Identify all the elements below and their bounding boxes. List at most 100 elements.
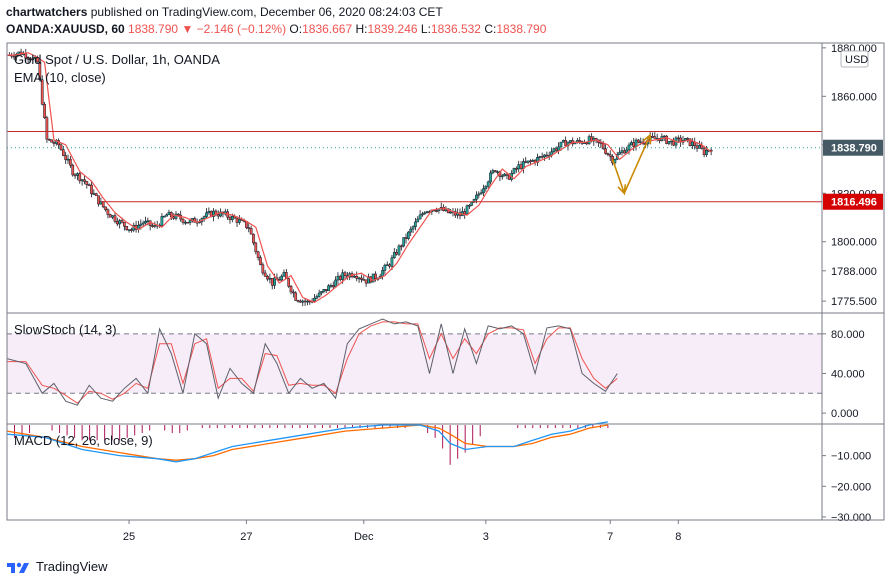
price-tick-label: 1860.000	[831, 91, 877, 103]
candle-body	[531, 160, 535, 162]
candle-body	[228, 216, 232, 220]
candle-body	[130, 229, 133, 231]
candle-body	[78, 173, 82, 182]
candle-body	[146, 220, 150, 222]
candle-body	[172, 216, 176, 219]
candle-body	[421, 213, 424, 216]
open-label: O:	[289, 22, 303, 36]
candle-body	[296, 300, 300, 302]
candle-body	[66, 158, 70, 161]
candle-body	[538, 156, 542, 158]
candle-body	[341, 272, 344, 280]
candle-body	[280, 275, 283, 281]
candle-body	[61, 149, 65, 156]
stoch-d-line	[7, 321, 618, 404]
candle-body	[94, 193, 98, 196]
candle-body	[486, 181, 490, 187]
candle-body	[202, 216, 206, 219]
close-label: C:	[484, 22, 497, 36]
candle-body	[512, 168, 516, 174]
candle-body	[320, 291, 323, 294]
candle-body	[702, 148, 706, 155]
macd-tick-label: −20.000	[831, 481, 871, 493]
candle-body	[230, 215, 234, 220]
candle-body	[353, 275, 356, 278]
candle-body	[669, 140, 673, 143]
candle-body	[69, 158, 72, 166]
candle-body	[517, 164, 521, 170]
candle-body	[606, 153, 610, 155]
candle-body	[489, 172, 492, 183]
candle-body	[188, 220, 192, 223]
candle-body	[153, 225, 157, 227]
candle-body	[118, 220, 122, 225]
candle-body	[205, 212, 208, 217]
candle-body	[407, 231, 410, 239]
candle-body	[686, 138, 690, 140]
macd-tick-label: −30.000	[831, 512, 871, 524]
candle-body	[604, 148, 607, 154]
candle-body	[385, 264, 389, 266]
candle-body	[303, 300, 307, 303]
candle-body	[705, 150, 708, 155]
candle-body	[585, 142, 589, 145]
candle-body	[331, 285, 335, 288]
candle-body	[667, 141, 671, 144]
candle-body	[80, 179, 84, 182]
candle-body	[252, 233, 255, 244]
candle-body	[449, 211, 452, 214]
ohlc-line: OANDA:XAUUSD, 60 1838.790 ▼ −2.146 (−0.1…	[6, 22, 546, 36]
candle-body	[306, 300, 309, 303]
price-pane: 1880.0001860.0001840.0001820.0001800.000…	[7, 43, 883, 308]
candle-body	[76, 173, 79, 176]
candle-body	[491, 170, 495, 174]
candle-body	[322, 289, 326, 292]
candle-body	[561, 140, 565, 143]
candle-body	[139, 223, 143, 226]
candle-body	[357, 277, 361, 280]
candle-body	[292, 291, 295, 294]
candle-body	[402, 237, 406, 247]
candle-body	[540, 156, 544, 158]
candle-body	[338, 275, 342, 280]
candle-body	[313, 297, 316, 302]
candle-body	[38, 61, 42, 81]
candle-body	[587, 136, 591, 145]
candle-body	[45, 117, 49, 140]
chart-border	[6, 42, 885, 521]
candle-body	[336, 275, 340, 281]
candle-body	[282, 272, 286, 277]
candle-body	[43, 103, 46, 119]
candle-body	[475, 194, 478, 200]
candle-body	[184, 221, 187, 224]
candle-body	[270, 278, 274, 286]
candle-body	[160, 216, 164, 226]
candle-body	[578, 140, 582, 142]
level-badge	[823, 193, 883, 210]
candle-body	[289, 285, 293, 293]
candle-body	[329, 285, 333, 287]
candle-body	[404, 237, 408, 239]
candle-body	[618, 152, 621, 155]
candle-body	[608, 154, 612, 157]
candle-body	[632, 142, 636, 147]
currency-badge	[840, 50, 869, 68]
candle-body	[92, 193, 96, 195]
close-value: 1838.790	[496, 22, 547, 36]
candle-body	[123, 221, 126, 227]
candle-body	[425, 211, 429, 214]
candle-body	[50, 139, 53, 143]
candle-body	[327, 285, 330, 292]
tradingview-logo-icon	[7, 562, 29, 573]
candle-body	[524, 161, 528, 163]
candle-body	[355, 275, 359, 279]
stoch-pane: 80.000 40.000 0.000 SlowStoch (14, 3)	[6, 318, 865, 420]
candle-body	[97, 195, 100, 205]
currency-label: USD	[845, 54, 868, 66]
candle-body	[416, 218, 420, 223]
candle-body	[672, 140, 675, 146]
candle-body	[503, 173, 506, 177]
price-change: −2.146 (−0.12%)	[196, 22, 287, 36]
candle-body	[59, 144, 63, 150]
